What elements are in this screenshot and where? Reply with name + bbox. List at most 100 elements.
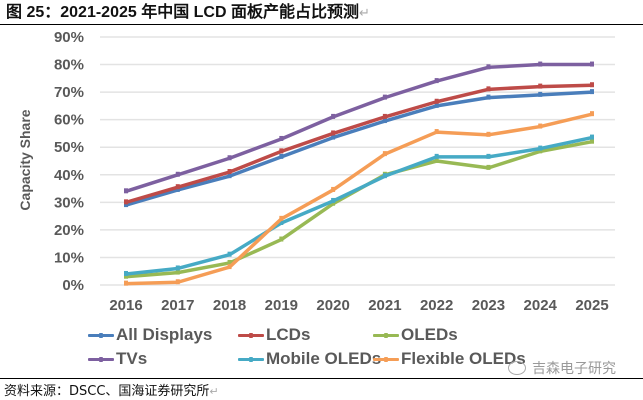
series-line-lcds (124, 83, 594, 205)
data-point (175, 279, 180, 285)
data-point (331, 113, 336, 119)
data-point (434, 153, 439, 159)
legend-label: OLEDs (401, 325, 458, 344)
data-point (124, 188, 128, 194)
data-point (175, 265, 180, 271)
data-point (331, 130, 336, 136)
x-tick-label: 2023 (472, 297, 505, 314)
legend-item-oleds: OLEDs (373, 324, 458, 346)
figure-title-text: 图 25：2021-2025 年中国 LCD 面板产能占比预测 (6, 4, 359, 21)
series-line-oleds (124, 139, 594, 279)
x-tick-label: 2024 (524, 297, 558, 314)
x-tick-label: 2025 (575, 297, 608, 314)
data-point (434, 158, 439, 163)
x-tick-label: 2021 (368, 297, 401, 314)
source-text: 资料来源：DSCC、国海证券研究所 (4, 384, 210, 399)
data-point (538, 61, 543, 67)
y-tick-label: 50% (54, 139, 84, 156)
data-point (227, 155, 232, 161)
data-point (124, 280, 128, 286)
legend-swatch (238, 356, 264, 362)
data-point (279, 236, 284, 242)
data-point (434, 129, 439, 135)
x-tick-label: 2022 (420, 297, 453, 314)
gridlines (100, 36, 615, 286)
data-point (434, 78, 439, 84)
paragraph-mark-icon: ↵ (358, 5, 370, 20)
line-chart: 0%10%20%30%40%50%60%70%80%90% 2016 2017 20… (17, 29, 615, 314)
data-point (382, 113, 387, 119)
wechat-icon (508, 361, 526, 375)
y-tick-label: 30% (54, 194, 84, 211)
data-point (590, 138, 594, 144)
data-point (382, 118, 387, 124)
data-point (590, 61, 594, 67)
data-point (590, 82, 594, 88)
data-point (175, 269, 180, 275)
legend-label: TVs (116, 349, 148, 368)
y-axis-label: Capacity Share (17, 109, 33, 210)
data-point (124, 199, 128, 205)
series-flexible-oleds (124, 111, 594, 286)
data-point (331, 200, 336, 206)
data-point (279, 215, 284, 221)
top-rule (0, 24, 643, 25)
y-tick-label: 10% (54, 249, 84, 266)
paragraph-mark-icon: ↵ (209, 385, 219, 398)
data-point (486, 94, 491, 100)
series-line-tvs (124, 62, 594, 194)
legend-item-tvs: TVs (88, 348, 147, 370)
data-point (486, 131, 491, 137)
series-line-all-displays (124, 90, 594, 207)
data-point (227, 173, 232, 179)
bottom-rule (0, 378, 643, 379)
legend-swatch (88, 332, 114, 338)
legend-item-lcds: LCDs (238, 324, 310, 346)
x-axis-ticks: 2016 2017 2018 2019 2020 2021 2022 2023 2024 2025 (109, 297, 608, 314)
legend-swatch (88, 356, 114, 362)
x-tick-label: 2018 (213, 297, 246, 314)
y-tick-label: 80% (54, 57, 84, 74)
data-point (538, 91, 543, 97)
watermark: 吉森电子研究 (508, 358, 616, 378)
series-line-flexible-oleds (124, 112, 594, 286)
legend-label: All Displays (116, 325, 213, 344)
y-tick-label: 40% (54, 167, 84, 184)
data-point (331, 186, 336, 192)
series-mobile-oleds (124, 134, 594, 276)
x-tick-label: 2020 (316, 297, 349, 314)
data-point (486, 86, 491, 92)
data-point (175, 171, 180, 177)
data-point (227, 251, 232, 257)
legend-label: LCDs (266, 325, 311, 344)
data-point (124, 202, 128, 208)
legend-item-mobile-oleds: Mobile OLEDs (238, 348, 381, 370)
data-point (175, 186, 180, 192)
source-note: 资料来源：DSCC、国海证券研究所↵ (4, 380, 219, 399)
data-point (279, 135, 284, 141)
legend-label: Flexible OLEDs (401, 349, 526, 368)
x-tick-label: 2017 (161, 297, 194, 314)
watermark-text: 吉森电子研究 (532, 361, 616, 377)
data-point (486, 153, 491, 159)
series-all-displays (124, 89, 594, 208)
series-lcds (124, 82, 594, 205)
x-tick-label: 2016 (109, 297, 142, 314)
data-point (590, 134, 594, 140)
data-point (227, 259, 232, 265)
y-tick-label: 0% (62, 277, 84, 294)
legend-swatch (373, 356, 399, 362)
data-point (331, 197, 336, 203)
data-point (434, 98, 439, 104)
data-point (486, 64, 491, 70)
data-point (331, 134, 336, 140)
legend-swatch (373, 332, 399, 338)
data-point (124, 270, 128, 276)
data-point (279, 148, 284, 154)
series-tvs (124, 61, 594, 194)
data-point (124, 273, 128, 279)
series-line-mobile-oleds (124, 135, 594, 276)
y-tick-label: 90% (54, 29, 84, 46)
legend-swatch (238, 332, 264, 338)
data-point (538, 123, 543, 129)
